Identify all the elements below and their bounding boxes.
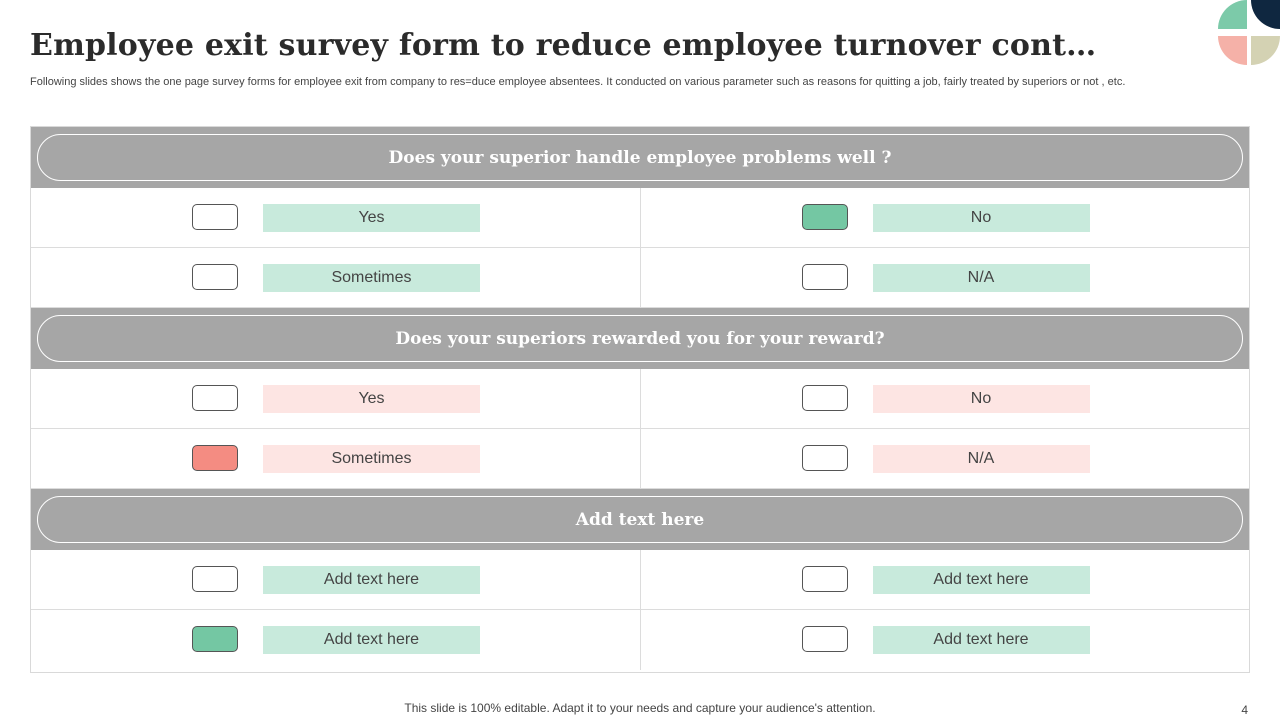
page-subtitle: Following slides shows the one page surv…: [30, 76, 1126, 88]
question-text: Does your superior handle employee probl…: [37, 134, 1243, 181]
option-checkbox[interactable]: [192, 264, 238, 290]
answer-row: Add text here Add text here: [31, 610, 1249, 670]
answer-row: Sometimes N/A: [31, 248, 1249, 308]
answer-row: Sometimes N/A: [31, 429, 1249, 489]
question-header: Add text here: [31, 489, 1249, 550]
option-label: Add text here: [263, 626, 480, 654]
option-label: Yes: [263, 204, 480, 232]
option-label: Add text here: [872, 626, 1090, 654]
option-checkbox[interactable]: [801, 385, 848, 411]
question-header: Does your superiors rewarded you for you…: [31, 308, 1249, 369]
answer-row: Yes No: [31, 188, 1249, 248]
option-label: Sometimes: [263, 445, 480, 473]
quarter-circle-beige: [1251, 36, 1280, 65]
answer-row: Add text here Add text here: [31, 550, 1249, 610]
survey-form: Does your superior handle employee probl…: [30, 126, 1250, 673]
footer-note: This slide is 100% editable. Adapt it to…: [404, 701, 876, 715]
quarter-circle-navy: [1251, 0, 1280, 29]
option-label: Add text here: [872, 566, 1090, 594]
answer-row: Yes No: [31, 369, 1249, 429]
option-label: No: [872, 385, 1090, 413]
quarter-circle-green: [1218, 0, 1247, 29]
option-checkbox[interactable]: [801, 204, 848, 230]
option-checkbox[interactable]: [801, 445, 848, 471]
option-label: N/A: [872, 264, 1090, 292]
option-checkbox[interactable]: [192, 566, 238, 592]
quarter-circle-pink: [1218, 36, 1247, 65]
page-title: Employee exit survey form to reduce empl…: [30, 28, 1097, 63]
option-label: N/A: [872, 445, 1090, 473]
option-checkbox[interactable]: [801, 264, 848, 290]
option-checkbox[interactable]: [801, 626, 848, 652]
option-checkbox[interactable]: [801, 566, 848, 592]
option-label: Add text here: [263, 566, 480, 594]
option-checkbox[interactable]: [192, 626, 238, 652]
option-checkbox[interactable]: [192, 385, 238, 411]
corner-decoration: [1218, 0, 1280, 66]
question-text: Add text here: [37, 496, 1243, 543]
option-checkbox[interactable]: [192, 204, 238, 230]
option-label: Yes: [263, 385, 480, 413]
page-number: 4: [1241, 703, 1248, 717]
option-label: Sometimes: [263, 264, 480, 292]
option-checkbox[interactable]: [192, 445, 238, 471]
question-text: Does your superiors rewarded you for you…: [37, 315, 1243, 362]
question-header: Does your superior handle employee probl…: [31, 127, 1249, 188]
option-label: No: [872, 204, 1090, 232]
